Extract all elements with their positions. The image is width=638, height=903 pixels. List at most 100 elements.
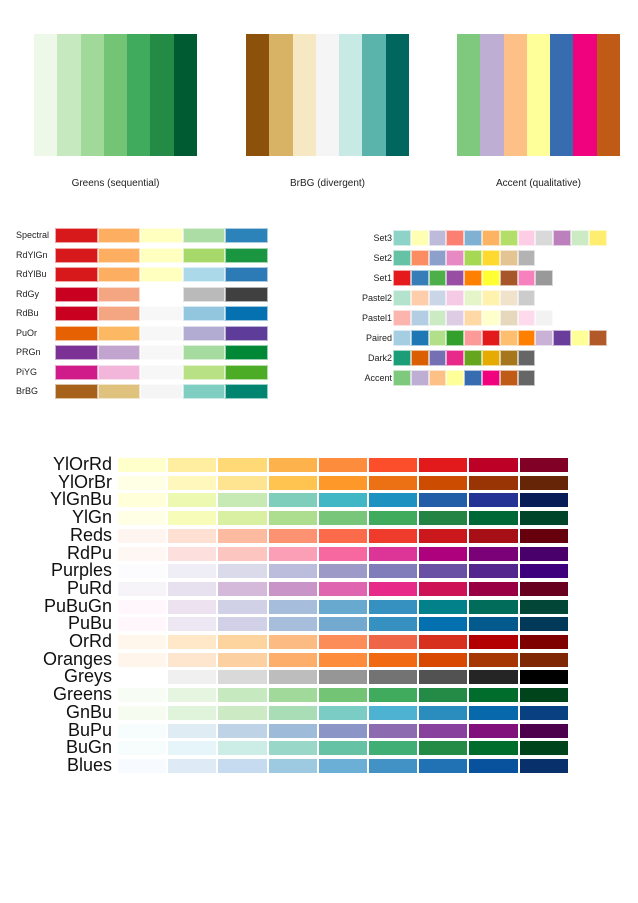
color-swatch: [468, 704, 519, 721]
color-swatch: [55, 384, 98, 399]
palette-name: PuOr: [16, 327, 38, 338]
color-swatch: [140, 306, 183, 321]
color-swatch: [317, 616, 368, 633]
color-swatch: [217, 722, 268, 739]
palette-name: Spectral: [16, 230, 50, 240]
color-swatch: [117, 598, 168, 615]
color-swatch: [55, 267, 98, 282]
color-swatch: [182, 228, 226, 243]
color-swatch: [267, 598, 318, 615]
color-swatch: [117, 563, 168, 580]
color-swatch: [499, 230, 518, 246]
palette-name: Set3: [373, 233, 392, 243]
color-swatch: [217, 492, 268, 509]
color-swatch: [550, 34, 574, 156]
color-swatch: [393, 290, 411, 306]
color-swatch: [481, 330, 500, 346]
palette-name: Pastel2: [361, 293, 392, 303]
color-swatch: [117, 669, 168, 686]
color-swatch: [217, 704, 268, 721]
color-swatch: [267, 616, 318, 633]
palette-row: [117, 757, 569, 774]
color-swatch: [367, 651, 419, 668]
color-swatch: [535, 270, 554, 286]
color-swatch: [217, 757, 268, 774]
color-swatch: [517, 290, 536, 306]
color-swatch: [140, 325, 183, 341]
color-swatch: [468, 563, 519, 580]
color-swatch: [428, 370, 447, 386]
color-swatch: [518, 669, 569, 686]
color-swatch: [367, 545, 419, 562]
color-swatch: [385, 34, 409, 156]
color-swatch: [317, 492, 368, 509]
palette-row: [117, 492, 569, 509]
color-swatch: [518, 563, 569, 580]
color-swatch: [464, 290, 482, 306]
color-swatch: [518, 740, 569, 757]
color-swatch: [418, 722, 469, 739]
palette-name: RdYlGn: [16, 249, 48, 260]
color-swatch: [503, 34, 527, 156]
palette-caption: Accent (qualitative): [495, 178, 582, 189]
color-swatch: [518, 457, 569, 473]
color-swatch: [57, 34, 81, 156]
hero-palette: [246, 34, 409, 156]
color-swatch: [97, 286, 141, 302]
color-swatch: [267, 669, 318, 686]
color-swatch: [117, 722, 168, 739]
color-swatch: [367, 457, 419, 473]
color-swatch: [217, 563, 268, 580]
color-swatch: [97, 306, 141, 321]
color-swatch: [182, 267, 226, 282]
color-swatch: [393, 330, 411, 346]
color-swatch: [217, 545, 268, 562]
color-swatch: [418, 704, 469, 721]
palette-name: Dark2: [367, 353, 392, 363]
color-swatch: [526, 34, 551, 156]
palette-row: [55, 267, 268, 282]
color-swatch: [117, 510, 168, 527]
color-swatch: [55, 345, 98, 360]
color-swatch: [410, 330, 429, 346]
color-swatch: [367, 598, 419, 615]
color-swatch: [217, 651, 268, 668]
color-swatch: [317, 598, 368, 615]
color-swatch: [55, 325, 98, 341]
color-swatch: [225, 267, 268, 282]
palette-name: YlOrRd: [52, 454, 112, 474]
color-swatch: [535, 310, 554, 326]
color-swatch: [267, 722, 318, 739]
color-swatch: [267, 580, 318, 597]
color-swatch: [446, 290, 465, 306]
color-swatch: [367, 510, 419, 527]
color-swatch: [167, 474, 218, 491]
color-swatch: [468, 757, 519, 774]
palette-row: [55, 286, 268, 302]
color-swatch: [55, 286, 98, 302]
palette-row: [117, 740, 569, 757]
color-swatch: [103, 34, 128, 156]
color-swatch: [117, 580, 168, 597]
color-swatch: [317, 651, 368, 668]
palette-row: [393, 310, 554, 326]
palette-name: Set1: [373, 273, 392, 283]
palette-row: [117, 669, 569, 686]
palette-row: [55, 306, 268, 321]
color-swatch: [367, 722, 419, 739]
color-swatch: [518, 474, 569, 491]
palette-name: BrBG: [16, 386, 39, 396]
color-swatch: [182, 286, 226, 302]
palette-row: [393, 230, 607, 246]
palette-row: [393, 370, 536, 386]
color-swatch: [182, 345, 226, 360]
color-swatch: [518, 616, 569, 633]
color-swatch: [140, 364, 183, 380]
color-swatch: [97, 267, 141, 282]
color-swatch: [468, 580, 519, 597]
color-swatch: [464, 230, 482, 246]
color-swatch: [317, 704, 368, 721]
color-swatch: [457, 34, 481, 156]
color-swatch: [167, 545, 218, 562]
color-swatch: [367, 687, 419, 704]
